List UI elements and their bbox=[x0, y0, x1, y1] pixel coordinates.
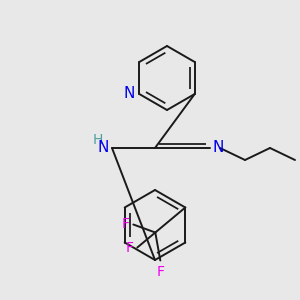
Text: F: F bbox=[156, 265, 164, 278]
Text: F: F bbox=[125, 241, 133, 254]
Text: F: F bbox=[121, 218, 129, 232]
Text: N: N bbox=[213, 140, 224, 155]
Text: N: N bbox=[124, 86, 135, 101]
Text: H: H bbox=[93, 133, 103, 147]
Text: N: N bbox=[98, 140, 109, 155]
